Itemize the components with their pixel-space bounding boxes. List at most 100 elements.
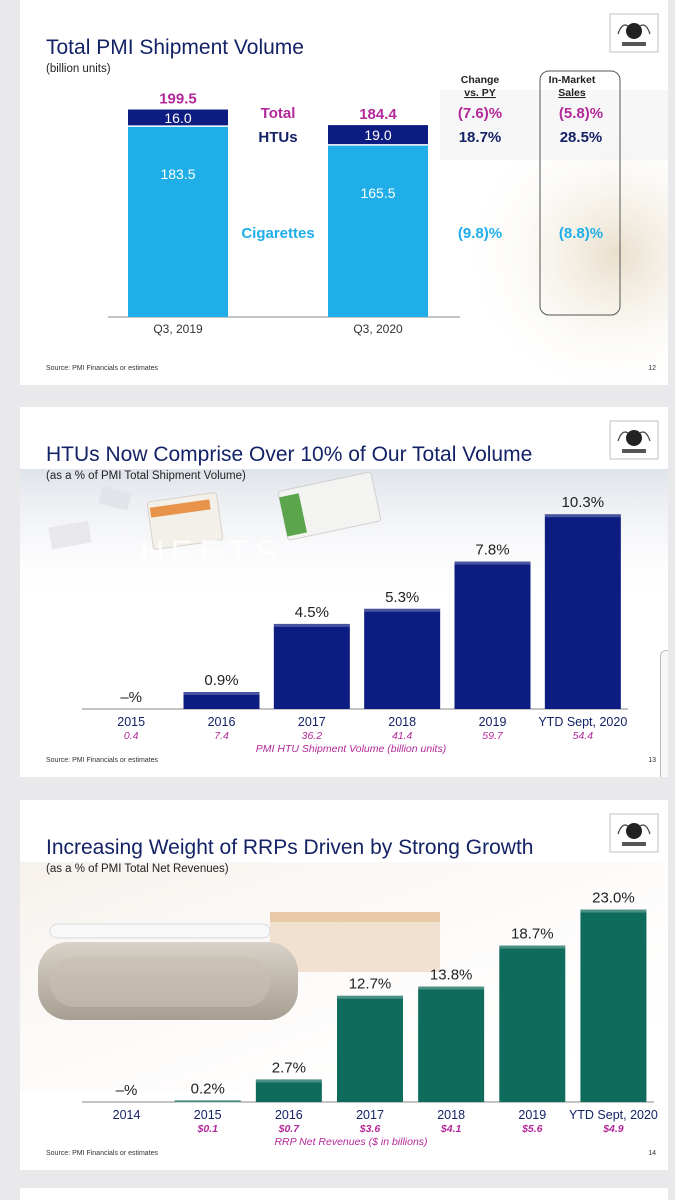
- x-tick-label: 2016: [208, 715, 236, 729]
- pmi-crest-logo: [609, 13, 659, 53]
- bar-highlight: [499, 945, 566, 949]
- bar-highlight: [255, 1079, 322, 1083]
- x-tick-label: 2018: [388, 715, 416, 729]
- bar: [255, 1079, 322, 1102]
- row-label-total: Total: [261, 105, 296, 122]
- next-slide-edge: [20, 1188, 668, 1200]
- secondary-value: $5.6: [521, 1123, 543, 1135]
- bar-htus: [128, 109, 228, 127]
- in-market-value-cigarettes: (8.8)%: [559, 225, 603, 242]
- bar: [580, 909, 647, 1102]
- change-value-cigarettes: (9.8)%: [458, 225, 502, 242]
- in-market-header-sub: Sales: [558, 87, 586, 99]
- side-scroll-tab[interactable]: [660, 650, 668, 777]
- slide-title: Total PMI Shipment Volume: [46, 36, 304, 59]
- secondary-label: RRP Net Revenues ($ in billions): [274, 1136, 427, 1148]
- x-tick-label: 2015: [117, 715, 145, 729]
- bar-value-label: –%: [120, 689, 142, 706]
- x-tick-label: 2017: [298, 715, 326, 729]
- bar-highlight: [337, 995, 403, 999]
- secondary-value: 41.4: [392, 730, 413, 742]
- source-note: Source: PMI Financials or estimates: [46, 1150, 159, 1157]
- slide-title: Increasing Weight of RRPs Driven by Stro…: [46, 836, 534, 859]
- bar-cigarettes: [128, 126, 228, 317]
- x-tick-label: YTD Sept, 2020: [538, 715, 627, 729]
- secondary-value: 7.4: [214, 730, 229, 742]
- bar-label-cigarettes: 183.5: [160, 166, 195, 182]
- in-market-value-htus: 28.5%: [560, 129, 603, 146]
- bar-value-label: 5.3%: [385, 589, 419, 606]
- bar-highlight: [544, 514, 621, 518]
- in-market-header: In-Market: [549, 74, 596, 86]
- secondary-value: 54.4: [573, 730, 594, 742]
- x-tick-label: Q3, 2020: [353, 322, 403, 336]
- svg-text:HEETS: HEETS: [140, 534, 283, 572]
- bar-htus: [328, 125, 428, 145]
- bar-value-label: 23.0%: [592, 890, 635, 907]
- bar-total-label: 184.4: [359, 106, 397, 123]
- bar-value-label: 7.8%: [475, 542, 509, 559]
- bar: [499, 945, 566, 1102]
- secondary-value: $0.1: [196, 1123, 218, 1135]
- bar-value-label: 10.3%: [562, 494, 605, 511]
- bar-value-label: 18.7%: [511, 926, 554, 943]
- secondary-value: $0.7: [278, 1123, 301, 1135]
- htu-share-chart: –% 2015 0.9% 2016 4.5% 2017 5.3% 2018 7.8% 2019 10…: [82, 494, 628, 755]
- change-value-total: (7.6)%: [458, 105, 502, 122]
- bar-value-label: 13.8%: [430, 967, 473, 984]
- bar-highlight: [418, 986, 485, 990]
- bar: [454, 561, 531, 709]
- x-tick-label: YTD Sept, 2020: [569, 1108, 658, 1122]
- slide-subtitle: (as a % of PMI Total Shipment Volume): [46, 470, 246, 482]
- bar-value-label: 2.7%: [272, 1059, 306, 1076]
- bar-total-label: 199.5: [159, 91, 197, 108]
- bar: [418, 986, 485, 1102]
- x-tick-label: 2014: [113, 1108, 141, 1122]
- page-number: 12: [648, 365, 656, 372]
- bar: [364, 608, 441, 709]
- secondary-value: 59.7: [482, 730, 504, 742]
- slide-rrp-revenues: Increasing Weight of RRPs Driven by Stro…: [20, 800, 668, 1170]
- page-number: 13: [648, 757, 656, 764]
- secondary-value: $4.1: [440, 1123, 462, 1135]
- slide-subtitle: (billion units): [46, 63, 111, 75]
- change-header: Change: [461, 74, 500, 86]
- rrp-share-chart: –% 2014 0.2% 2015 2.7% 2016 12.7% 2017 13.8% 2018…: [82, 890, 658, 1148]
- x-tick-label: 2018: [437, 1108, 465, 1122]
- slide-title: HTUs Now Comprise Over 10% of Our Total …: [46, 443, 533, 466]
- slide-subtitle: (as a % of PMI Total Net Revenues): [46, 863, 229, 875]
- secondary-value: $3.6: [359, 1123, 381, 1135]
- bar-highlight: [183, 691, 260, 695]
- bar-label-htus: 16.0: [164, 110, 191, 126]
- x-tick-label: 2017: [356, 1108, 384, 1122]
- x-tick-label: 2016: [275, 1108, 303, 1122]
- slide-htu-share: HEETS HTUs Now Comprise Over 10% of Our …: [20, 407, 668, 777]
- shipment-volume-chart: 183.5 16.0 199.5 Q3, 2019 165.5 19.0 184.4 Q3, …: [108, 70, 621, 336]
- bar-label-cigarettes: 165.5: [360, 185, 395, 201]
- pmi-crest-logo: [609, 813, 659, 853]
- bar: [174, 1100, 241, 1102]
- bar: [337, 995, 403, 1102]
- x-tick-label: 2019: [479, 715, 507, 729]
- x-tick-label: 2015: [194, 1108, 222, 1122]
- change-value-htus: 18.7%: [459, 129, 502, 146]
- secondary-value: $4.9: [602, 1123, 624, 1135]
- bar-value-label: 4.5%: [295, 604, 329, 621]
- bar: [273, 623, 350, 709]
- bar-highlight: [580, 909, 647, 913]
- bar-value-label: 0.2%: [191, 1080, 225, 1097]
- x-tick-label: 2019: [518, 1108, 546, 1122]
- slide-shipment-volume: Total PMI Shipment Volume (billion units…: [20, 0, 668, 385]
- in-market-value-total: (5.8)%: [559, 105, 603, 122]
- bar: [544, 514, 621, 709]
- bar-highlight: [273, 623, 350, 627]
- bar-cigarettes: [328, 144, 428, 317]
- bar-highlight: [174, 1100, 241, 1104]
- change-header-sub: vs. PY: [464, 87, 496, 99]
- x-tick-label: Q3, 2019: [153, 322, 203, 336]
- bar-value-label: –%: [116, 1082, 138, 1099]
- row-label-cigarettes: Cigarettes: [241, 225, 314, 242]
- page-number: 14: [648, 1150, 656, 1157]
- source-note: Source: PMI Financials or estimates: [46, 757, 159, 764]
- secondary-value: 0.4: [124, 730, 139, 742]
